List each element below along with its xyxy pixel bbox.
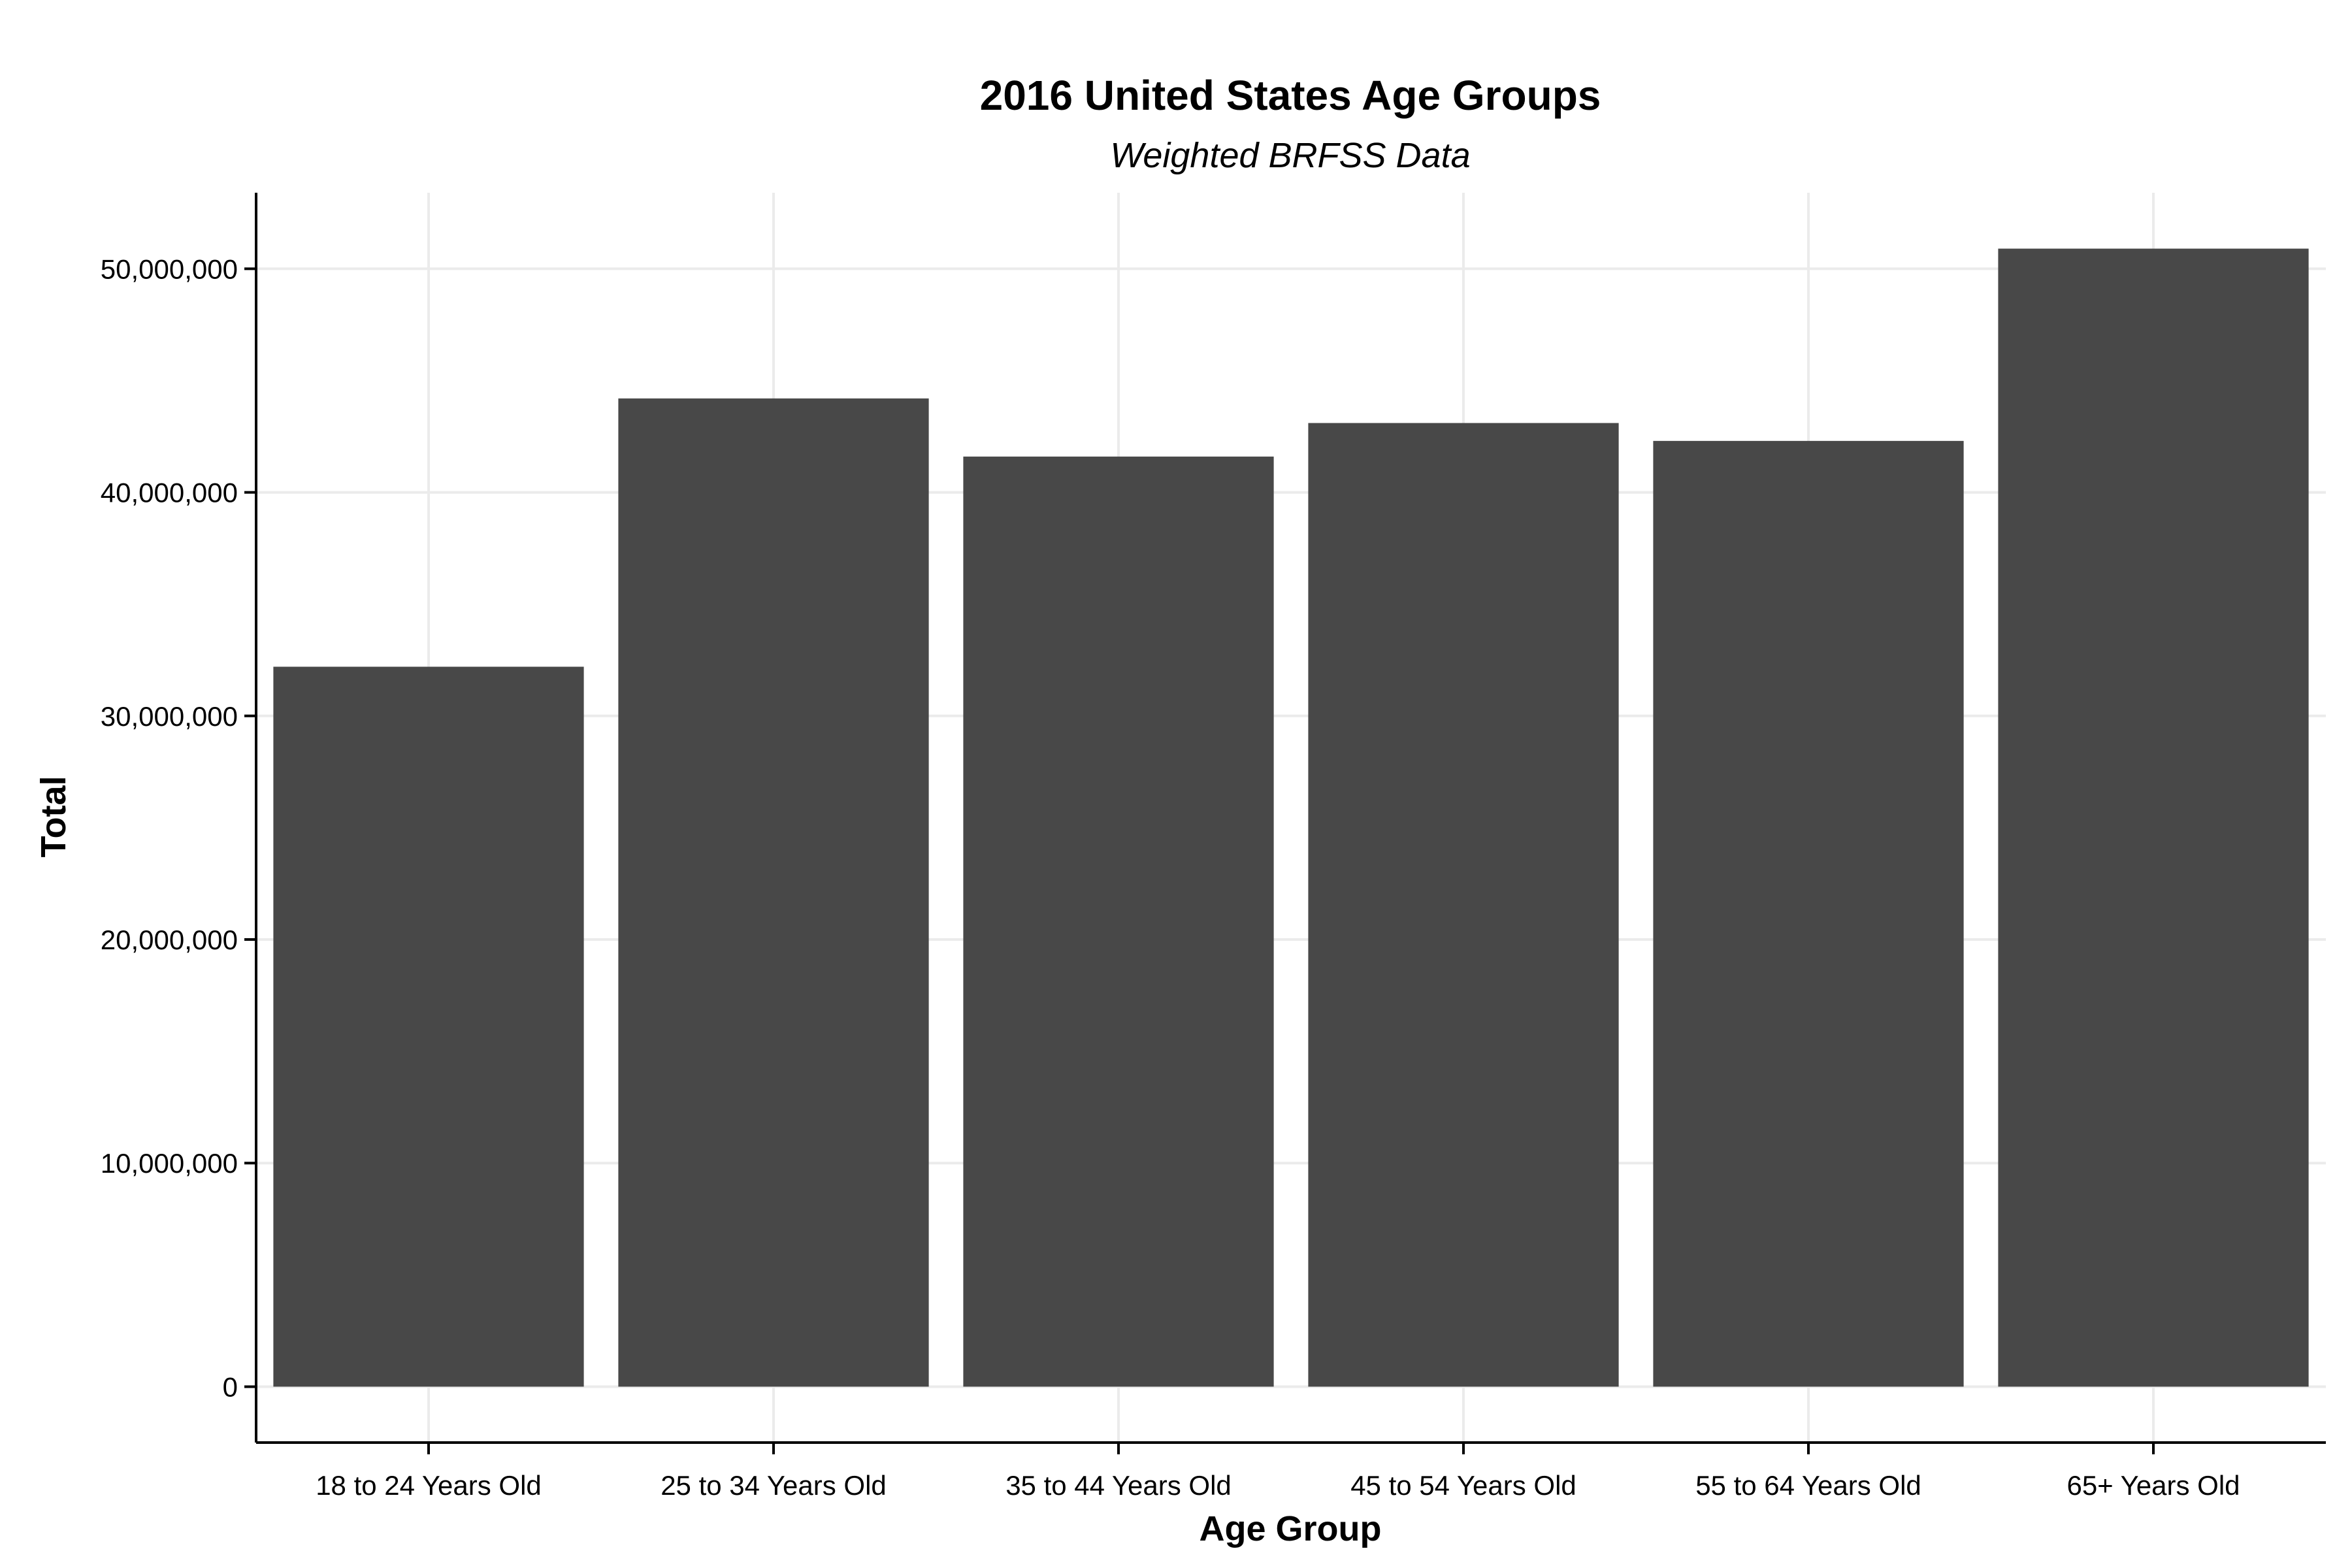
bar xyxy=(618,398,929,1387)
y-axis-title: Total xyxy=(34,776,73,858)
x-tick-label: 65+ Years Old xyxy=(2066,1470,2240,1501)
y-tick-label: 10,000,000 xyxy=(101,1148,238,1179)
y-tick-label: 50,000,000 xyxy=(101,253,238,284)
y-tick-label: 40,000,000 xyxy=(101,478,238,508)
x-tick-label: 35 to 44 Years Old xyxy=(1005,1470,1232,1501)
y-tick-label: 20,000,000 xyxy=(101,924,238,955)
chart-title: 2016 United States Age Groups xyxy=(980,72,1601,119)
bar xyxy=(1653,440,1964,1387)
x-tick-label: 18 to 24 Years Old xyxy=(316,1470,542,1501)
bar xyxy=(273,666,584,1387)
bar xyxy=(963,456,1274,1387)
y-tick-label: 30,000,000 xyxy=(101,701,238,732)
bar xyxy=(1998,248,2309,1387)
x-tick-label: 55 to 64 Years Old xyxy=(1695,1470,1921,1501)
axes: 0 10,000,000 20,000,000 30,000,000 40,000,00… xyxy=(101,193,2326,1501)
x-tick-label: 25 to 34 Years Old xyxy=(661,1470,887,1501)
x-tick-label: 45 to 54 Years Old xyxy=(1350,1470,1576,1501)
bars xyxy=(273,248,2309,1387)
bar xyxy=(1308,423,1619,1387)
x-axis-title: Age Group xyxy=(1200,1509,1382,1548)
y-tick-label: 0 xyxy=(223,1371,238,1402)
chart-subtitle: Weighted BRFSS Data xyxy=(1110,136,1470,175)
